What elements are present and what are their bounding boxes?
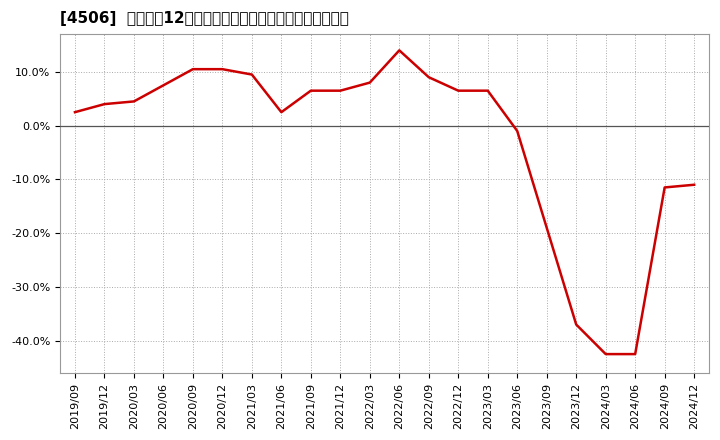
Text: [4506]  売上高の12か月移動合計の対前年同期増減率の推移: [4506] 売上高の12か月移動合計の対前年同期増減率の推移 (60, 11, 349, 26)
